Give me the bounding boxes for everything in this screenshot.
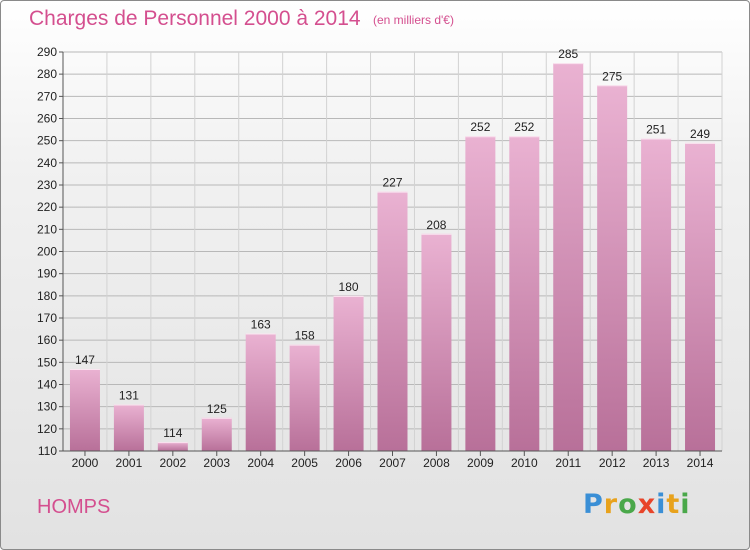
y-tick-label: 290 — [37, 45, 57, 59]
value-label-2002: 114 — [163, 426, 182, 440]
x-tick-label-2012: 2012 — [599, 456, 626, 470]
y-tick-label: 270 — [37, 89, 57, 103]
x-tick-label-2010: 2010 — [511, 456, 538, 470]
y-tick-label: 210 — [37, 222, 57, 236]
bar-2012 — [597, 85, 628, 451]
value-label-2011: 285 — [558, 47, 578, 61]
value-label-2009: 252 — [470, 120, 490, 134]
bar-2000 — [69, 368, 100, 451]
x-tick-label-2004: 2004 — [247, 456, 274, 470]
value-label-2005: 158 — [295, 329, 315, 343]
bar-2008 — [421, 233, 452, 451]
bars — [69, 63, 716, 451]
axes — [59, 51, 722, 456]
y-tick-label: 240 — [37, 156, 57, 170]
bar-2001 — [113, 404, 144, 451]
bar-2010 — [509, 136, 540, 451]
y-tick-label: 180 — [37, 289, 57, 303]
y-tick-label: 120 — [37, 422, 57, 436]
x-tick-label-2006: 2006 — [335, 456, 362, 470]
value-label-2001: 131 — [119, 388, 139, 402]
y-tick-label: 280 — [37, 67, 57, 81]
bar-2013 — [641, 138, 672, 451]
y-tick-label: 250 — [37, 134, 57, 148]
x-tick-label-2005: 2005 — [291, 456, 318, 470]
y-tick-label: 170 — [37, 311, 57, 325]
y-tick-label: 150 — [37, 355, 57, 369]
chart-title: Charges de Personnel 2000 à 2014 — [29, 7, 361, 30]
x-tick-label-2003: 2003 — [203, 456, 230, 470]
chart-subtitle: (en milliers d'€) — [373, 13, 454, 27]
y-tick-label: 130 — [37, 400, 57, 414]
x-tick-label-2014: 2014 — [687, 456, 714, 470]
y-tick-label: 230 — [37, 178, 57, 192]
x-tick-label-2002: 2002 — [159, 456, 186, 470]
x-tick-label-2013: 2013 — [643, 456, 670, 470]
value-label-2003: 125 — [207, 402, 227, 416]
bar-2011 — [553, 63, 584, 451]
logo-letter: t — [666, 489, 681, 520]
bar-2007 — [377, 191, 408, 451]
x-tick-label-2009: 2009 — [467, 456, 494, 470]
commune-name: HOMPS — [37, 496, 111, 518]
bar-2003 — [201, 417, 232, 451]
y-tick-label: 140 — [37, 378, 57, 392]
logo-letter: r — [603, 489, 619, 520]
logo-letter: i — [656, 489, 667, 520]
y-tick-label: 190 — [37, 267, 57, 281]
logo-letter: x — [637, 489, 657, 520]
proxiti-logo[interactable]: Proxiti — [583, 489, 691, 520]
logo-letter: o — [618, 489, 638, 520]
x-tick-label-2000: 2000 — [72, 456, 99, 470]
bar-2006 — [333, 295, 364, 451]
value-label-2013: 251 — [646, 122, 666, 136]
y-tick-label: 260 — [37, 112, 57, 126]
logo-letter: i — [680, 489, 691, 520]
value-label-2008: 208 — [426, 218, 446, 232]
y-tick-label: 200 — [37, 245, 57, 259]
x-tick-label-2008: 2008 — [423, 456, 450, 470]
bar-2005 — [289, 344, 320, 451]
value-label-2000: 147 — [75, 353, 95, 367]
value-label-2006: 180 — [339, 280, 359, 294]
y-tick-label: 160 — [37, 333, 57, 347]
value-label-2004: 163 — [251, 318, 271, 332]
x-tick-label-2001: 2001 — [116, 456, 143, 470]
bar-2004 — [245, 333, 276, 451]
logo-letter: P — [583, 489, 604, 520]
value-label-2014: 249 — [690, 127, 710, 141]
value-label-2007: 227 — [382, 176, 402, 190]
bar-2002 — [157, 442, 188, 451]
bar-2014 — [685, 142, 716, 451]
bar-2009 — [465, 136, 496, 451]
x-tick-label-2007: 2007 — [379, 456, 406, 470]
y-tick-label: 220 — [37, 200, 57, 214]
y-tick-label: 110 — [38, 444, 57, 458]
x-tick-label-2011: 2011 — [555, 456, 581, 470]
value-label-2010: 252 — [514, 120, 534, 134]
value-label-2012: 275 — [602, 69, 622, 83]
labels: 110 120 130 140 150 160 170 180 190 200 210 220 230 2… — [37, 45, 714, 470]
